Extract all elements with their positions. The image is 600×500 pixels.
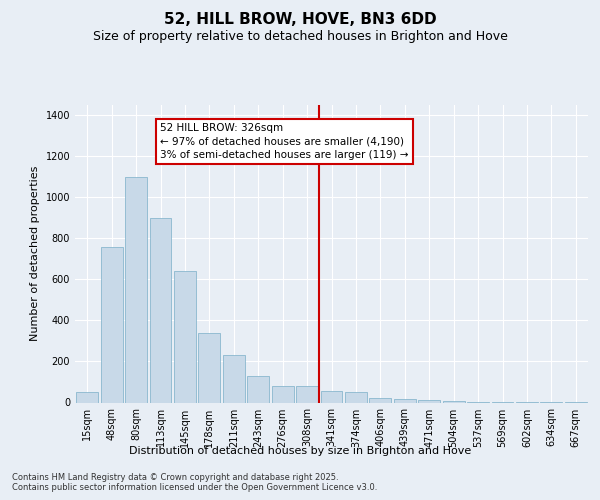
Text: Contains HM Land Registry data © Crown copyright and database right 2025.
Contai: Contains HM Land Registry data © Crown c… bbox=[12, 472, 377, 492]
Bar bbox=[199, 332, 220, 402]
Bar bbox=[101, 246, 122, 402]
Bar bbox=[296, 386, 318, 402]
Bar bbox=[223, 356, 245, 403]
Bar bbox=[370, 398, 391, 402]
Bar bbox=[149, 218, 172, 402]
Text: Distribution of detached houses by size in Brighton and Hove: Distribution of detached houses by size … bbox=[129, 446, 471, 456]
Bar bbox=[394, 400, 416, 402]
Bar bbox=[272, 386, 293, 402]
Text: 52, HILL BROW, HOVE, BN3 6DD: 52, HILL BROW, HOVE, BN3 6DD bbox=[164, 12, 436, 28]
Bar bbox=[174, 271, 196, 402]
Bar bbox=[247, 376, 269, 402]
Bar bbox=[125, 177, 147, 402]
Bar bbox=[76, 392, 98, 402]
Text: 52 HILL BROW: 326sqm
← 97% of detached houses are smaller (4,190)
3% of semi-det: 52 HILL BROW: 326sqm ← 97% of detached h… bbox=[161, 124, 409, 160]
Bar bbox=[320, 391, 343, 402]
Bar bbox=[345, 392, 367, 402]
Bar bbox=[418, 400, 440, 402]
Text: Size of property relative to detached houses in Brighton and Hove: Size of property relative to detached ho… bbox=[92, 30, 508, 43]
Y-axis label: Number of detached properties: Number of detached properties bbox=[30, 166, 40, 342]
